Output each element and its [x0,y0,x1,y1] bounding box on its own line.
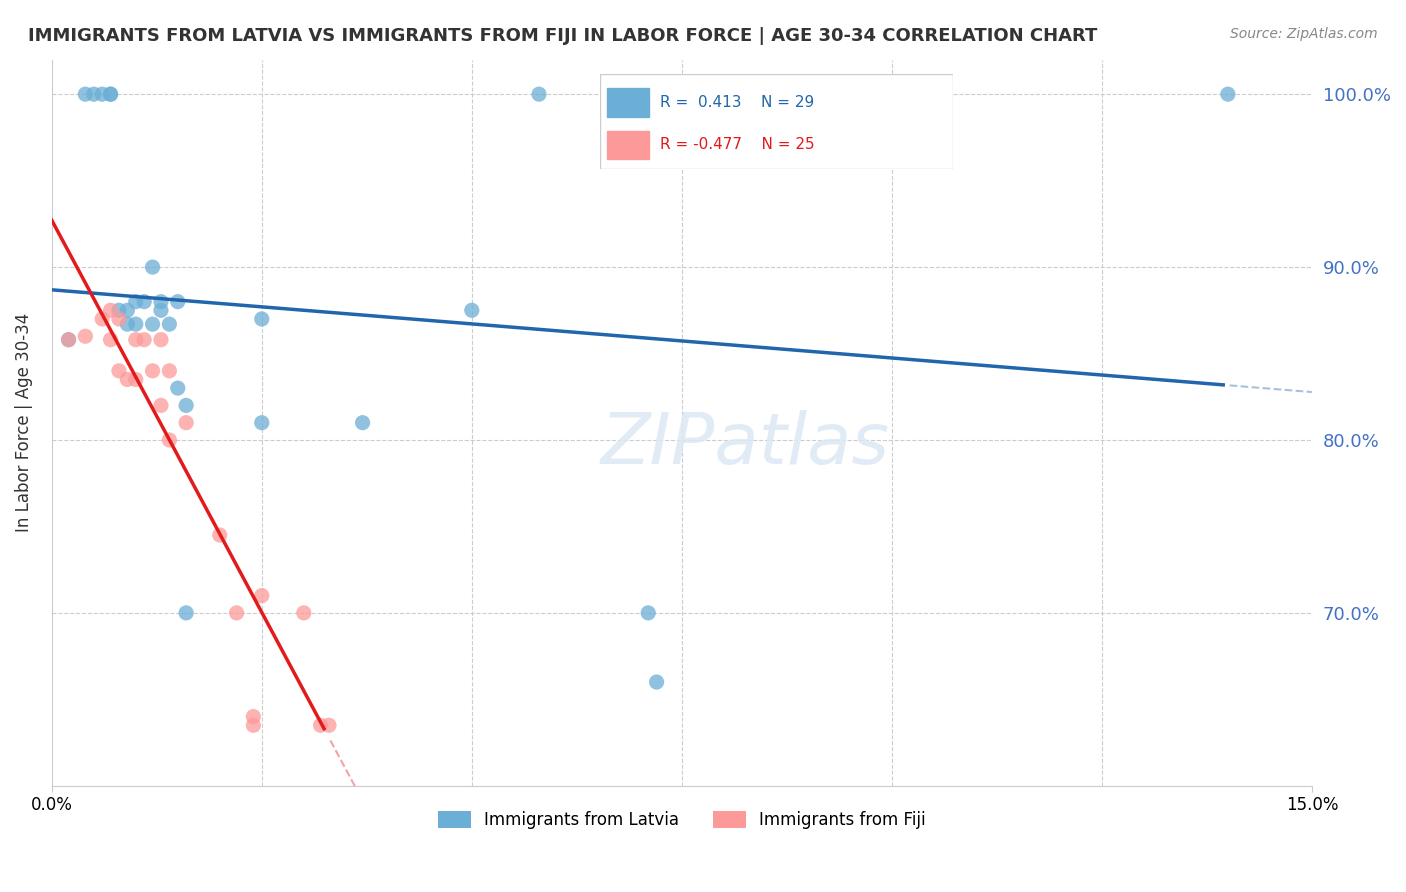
Point [58,333,80,347]
Point [100,303,122,318]
Point [208,528,231,542]
Point [134,333,156,347]
Point [125,317,148,331]
Point [142,364,165,378]
Point [1216,87,1239,102]
Point [83,87,105,102]
Y-axis label: In Labor Force | Age 30-34: In Labor Force | Age 30-34 [15,313,32,533]
Point [645,675,668,690]
Point [352,416,374,430]
Point [174,606,197,620]
Point [242,709,264,723]
Point [527,87,550,102]
Point [318,718,340,732]
Point [166,381,188,395]
Point [149,294,172,309]
Point [75,87,97,102]
Point [157,317,180,331]
Point [91,312,114,326]
Point [125,333,148,347]
Point [149,333,172,347]
Point [117,303,139,318]
Point [75,329,97,343]
Point [461,303,484,318]
Point [174,398,197,412]
Text: ZIPatlas: ZIPatlas [600,410,890,479]
Point [174,416,197,430]
Point [134,294,156,309]
Point [157,433,180,447]
Point [100,333,122,347]
Point [250,589,273,603]
Point [100,87,122,102]
Text: IMMIGRANTS FROM LATVIA VS IMMIGRANTS FROM FIJI IN LABOR FORCE | AGE 30-34 CORREL: IMMIGRANTS FROM LATVIA VS IMMIGRANTS FRO… [28,27,1098,45]
Point [108,312,131,326]
Point [125,294,148,309]
Point [157,364,180,378]
Point [108,364,131,378]
Text: Source: ZipAtlas.com: Source: ZipAtlas.com [1230,27,1378,41]
Point [309,718,332,732]
Point [292,606,315,620]
Point [125,372,148,386]
Point [91,87,114,102]
Point [117,372,139,386]
Legend: Immigrants from Latvia, Immigrants from Fiji: Immigrants from Latvia, Immigrants from … [432,804,932,836]
Point [637,606,659,620]
Point [250,312,273,326]
Point [149,398,172,412]
Point [117,317,139,331]
Point [108,303,131,318]
Point [225,606,247,620]
Point [242,718,264,732]
Point [100,87,122,102]
Point [142,317,165,331]
Point [250,416,273,430]
Point [142,260,165,274]
Point [58,333,80,347]
Point [166,294,188,309]
Point [149,303,172,318]
